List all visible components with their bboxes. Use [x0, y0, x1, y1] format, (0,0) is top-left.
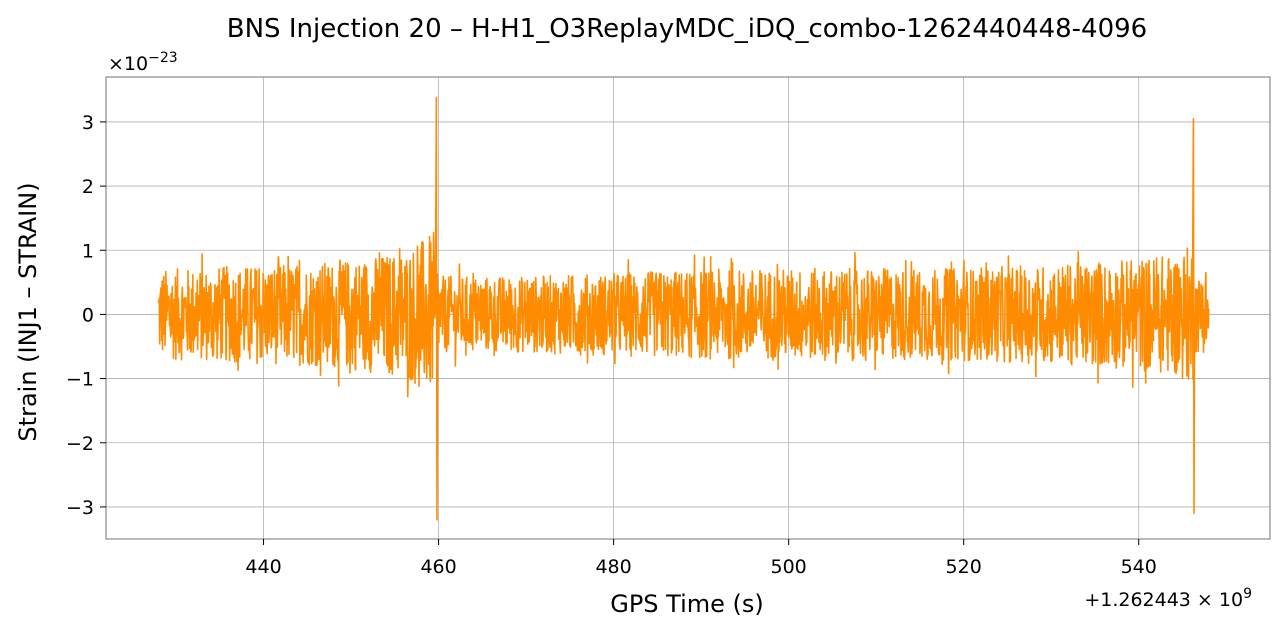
x-tick-label: 460	[420, 556, 456, 578]
y-multiplier-exponent: −23	[148, 50, 178, 66]
y-axis-ticks: −3 −2 −1 0 1 2 3	[66, 112, 106, 519]
y-axis-label: Strain (INJ1 – STRAIN)	[14, 182, 42, 441]
x-tick-label: 540	[1121, 556, 1157, 578]
y-tick-label: 2	[82, 176, 94, 198]
y-tick-label: 3	[82, 112, 94, 134]
y-tick-label: −2	[66, 433, 94, 455]
x-tick-label: 480	[595, 556, 631, 578]
plot-area	[157, 96, 1210, 521]
strain-series-line	[157, 96, 1210, 521]
x-tick-label: 440	[245, 556, 281, 578]
y-tick-label: −3	[66, 497, 94, 519]
x-offset-base: +1.262443 × 10	[1084, 589, 1243, 611]
x-offset-text: +1.262443 × 109	[1084, 586, 1252, 611]
x-offset-exponent: 9	[1243, 586, 1252, 602]
x-tick-label: 500	[771, 556, 807, 578]
chart-title: BNS Injection 20 – H-H1_O3ReplayMDC_iDQ_…	[227, 14, 1147, 44]
y-tick-label: −1	[66, 369, 94, 391]
x-tick-label: 520	[946, 556, 982, 578]
axes-frame	[105, 76, 1271, 540]
y-tick-label: 0	[82, 304, 94, 326]
y-multiplier: ×10−23	[108, 50, 178, 75]
y-tick-label: 1	[82, 240, 94, 262]
x-axis-label: GPS Time (s)	[610, 590, 764, 618]
x-axis-ticks: 440 460 480 500 520 540	[245, 539, 1157, 578]
y-multiplier-base: ×10	[108, 53, 148, 75]
